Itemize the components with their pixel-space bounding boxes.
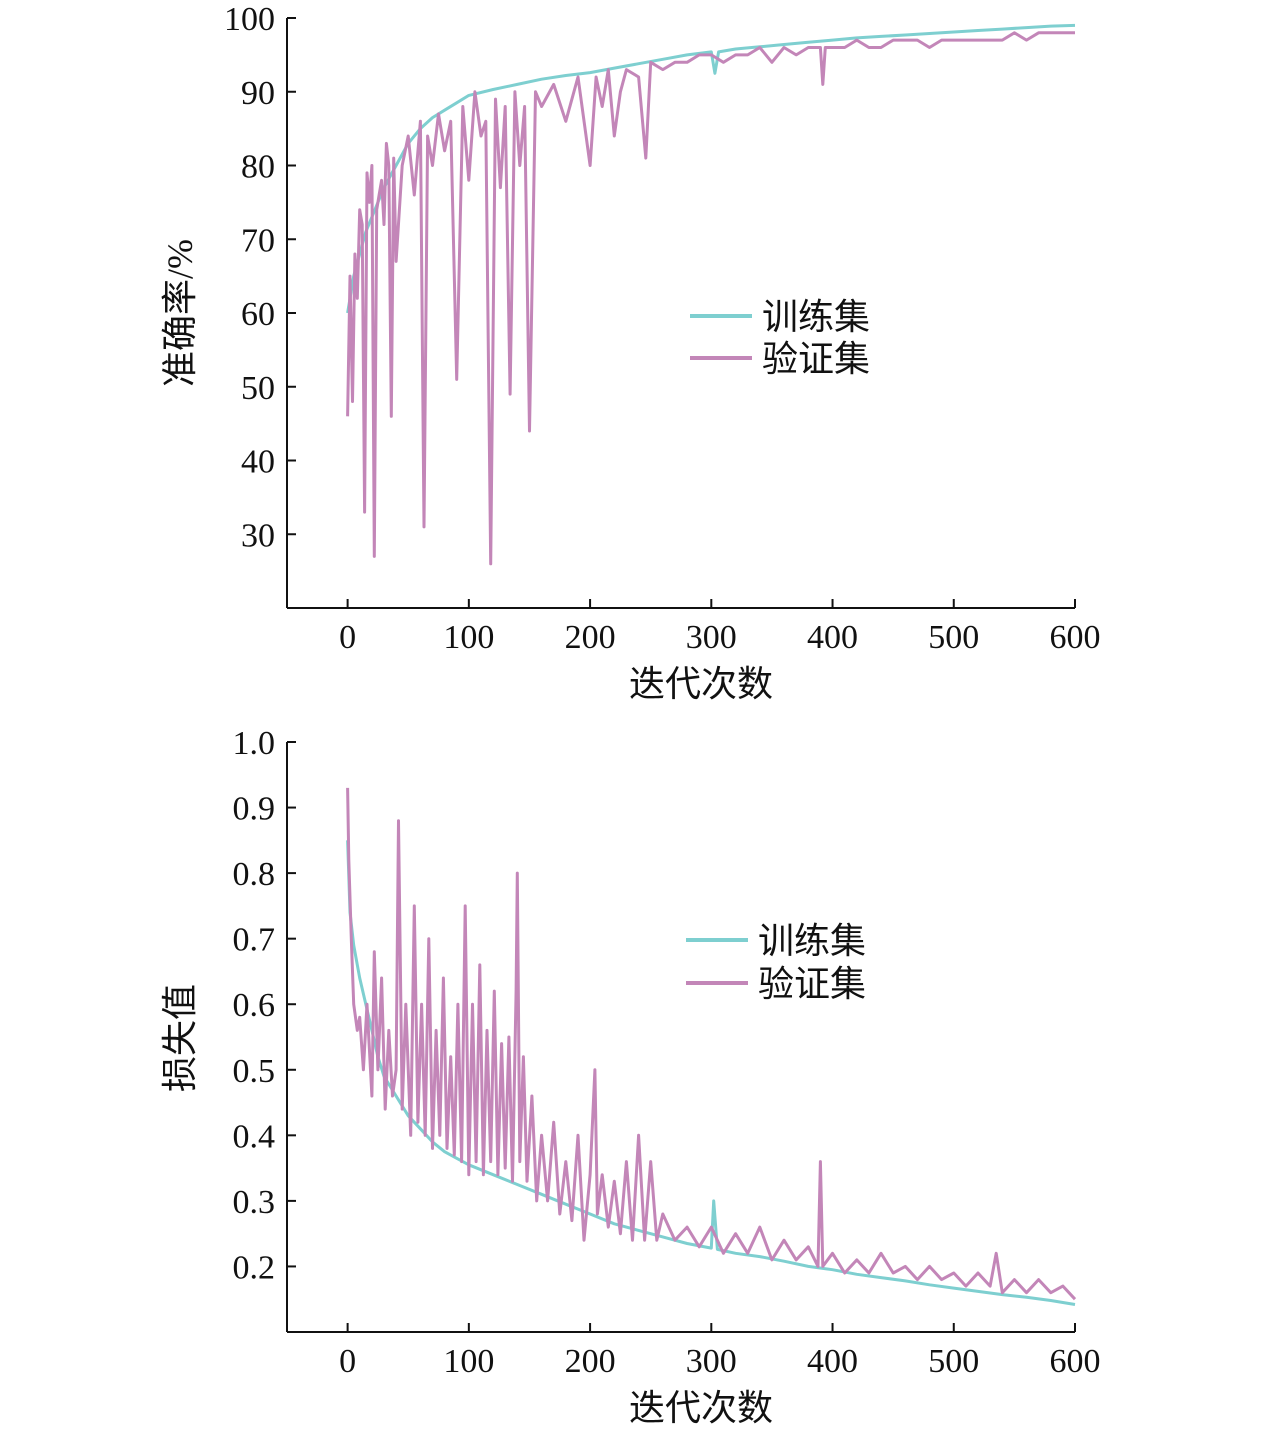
x-tick-label: 200 — [565, 619, 616, 656]
y-tick-label: 0.4 — [233, 1118, 276, 1155]
y-axis-title: 损失值 — [160, 984, 200, 1092]
x-tick-label: 500 — [928, 1343, 979, 1380]
x-tick-label: 200 — [565, 1343, 616, 1380]
y-tick-label: 0.8 — [233, 856, 276, 893]
y-tick-label: 50 — [241, 370, 275, 407]
x-axis-title: 迭代次数 — [629, 664, 773, 704]
y-tick-label: 40 — [241, 444, 275, 481]
y-tick-label: 0.5 — [233, 1053, 276, 1090]
series-line-validation — [346, 787, 1077, 1301]
x-tick-label: 100 — [443, 1343, 494, 1380]
legend-label-validation: 验证集 — [758, 964, 866, 1004]
y-tick-label: 0.6 — [233, 987, 276, 1024]
chart-loss: 0 100 200 300 400 500 600 0.2 0.3 0.4 0.5 0.6 0.7 0.8… — [160, 725, 1101, 1428]
y-tick-label: 0.9 — [233, 791, 276, 828]
x-tick-label: 500 — [928, 619, 979, 656]
y-tick-label: 80 — [241, 149, 275, 186]
x-tick-label: 300 — [686, 1343, 737, 1380]
y-axis-title: 准确率/% — [160, 239, 200, 387]
legend-label-train: 训练集 — [758, 921, 866, 961]
x-tick-label: 400 — [807, 1343, 858, 1380]
y-tick-label: 30 — [241, 517, 275, 554]
x-tick-label: 600 — [1050, 619, 1101, 656]
y-tick-label: 1.0 — [233, 725, 276, 762]
x-tick-label: 0 — [339, 1343, 356, 1380]
x-tick-label: 100 — [443, 619, 494, 656]
x-axis-title: 迭代次数 — [629, 1388, 773, 1428]
chart-accuracy: 0 100 200 300 400 500 600 30 40 50 60 70 80 90 100 迭代次数… — [160, 1, 1101, 704]
x-tick-label: 600 — [1050, 1343, 1101, 1380]
x-tick-label: 400 — [807, 619, 858, 656]
legend-label-train: 训练集 — [762, 297, 870, 337]
y-tick-label: 0.3 — [233, 1184, 276, 1221]
x-tick-label: 0 — [339, 619, 356, 656]
y-tick-label: 0.2 — [233, 1249, 276, 1286]
y-tick-label: 0.7 — [233, 922, 276, 959]
legend-label-validation: 验证集 — [762, 339, 870, 379]
y-tick-label: 90 — [241, 75, 275, 112]
series-line-validation — [346, 31, 1075, 566]
y-tick-label: 70 — [241, 222, 275, 259]
y-tick-label: 100 — [224, 1, 275, 38]
y-tick-label: 60 — [241, 296, 275, 333]
series-line-train — [346, 23, 1076, 314]
x-tick-label: 300 — [686, 619, 737, 656]
